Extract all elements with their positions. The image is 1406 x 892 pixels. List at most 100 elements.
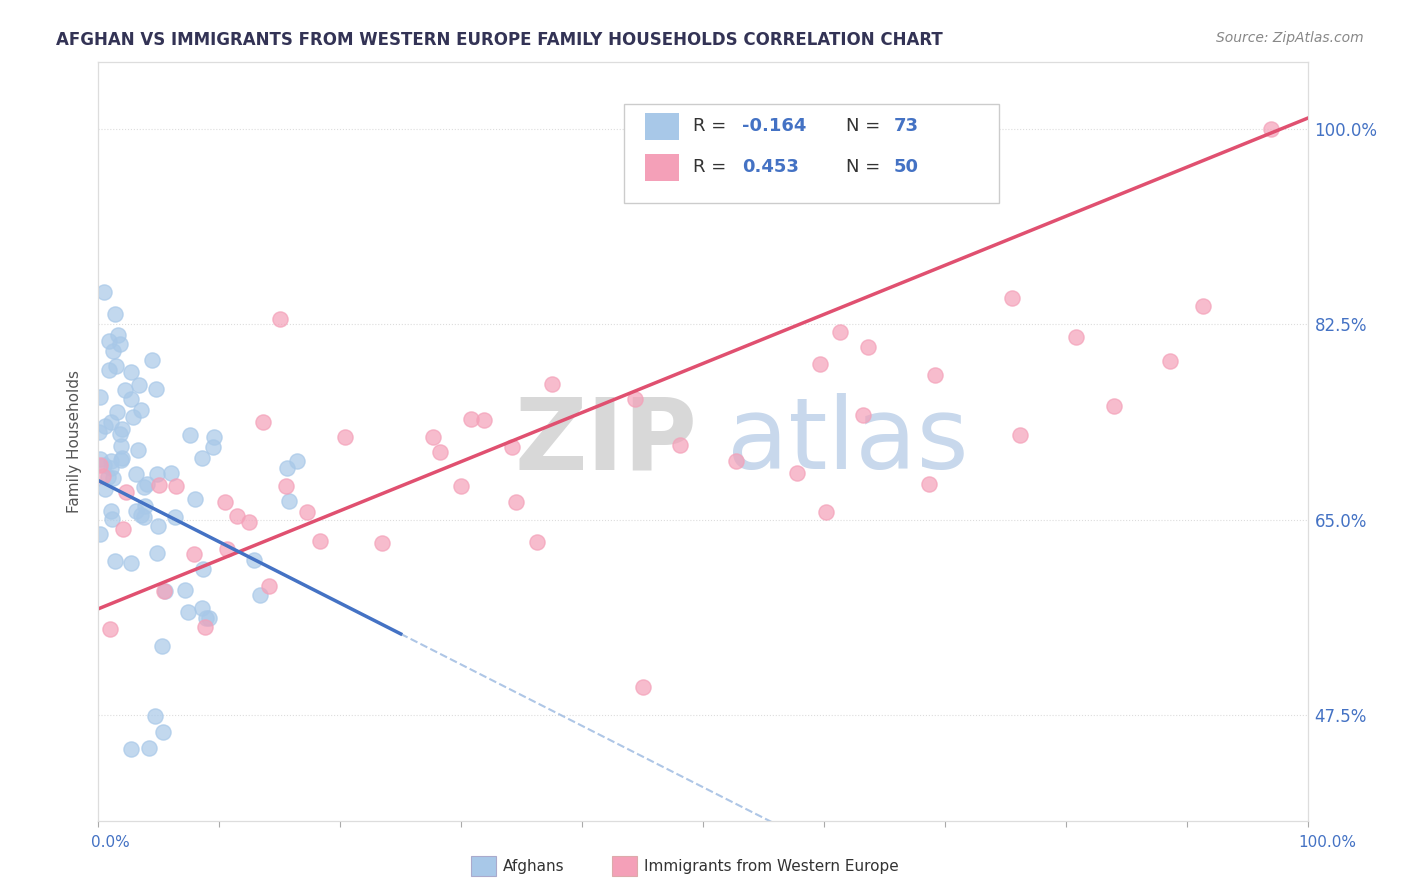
Point — [100, 460, 122, 475]
Point — [100, 415, 122, 429]
Point — [668, 438, 690, 452]
Point — [89, 390, 111, 404]
Point — [276, 479, 298, 493]
Point — [830, 325, 852, 339]
Point — [1260, 122, 1282, 136]
Point — [143, 709, 166, 723]
Point — [107, 328, 129, 343]
Point — [128, 377, 150, 392]
Point — [110, 337, 132, 351]
Point — [153, 584, 176, 599]
Point — [225, 509, 247, 524]
Point — [111, 422, 134, 436]
Point — [214, 495, 236, 509]
Point — [98, 334, 121, 348]
Point — [252, 415, 274, 429]
Point — [89, 458, 111, 472]
Text: AFGHAN VS IMMIGRANTS FROM WESTERN EUROPE FAMILY HOUSEHOLDS CORRELATION CHART: AFGHAN VS IMMIGRANTS FROM WESTERN EUROPE… — [56, 31, 943, 49]
Point — [725, 454, 748, 468]
Point — [202, 430, 225, 444]
Point — [191, 600, 214, 615]
Point — [257, 579, 280, 593]
Point — [198, 611, 221, 625]
Point — [129, 508, 152, 522]
Point — [201, 440, 224, 454]
Point — [541, 377, 564, 392]
Point — [93, 285, 115, 300]
Point — [152, 724, 174, 739]
Point — [150, 639, 173, 653]
Point — [129, 403, 152, 417]
Point — [917, 477, 939, 491]
Bar — [645, 113, 679, 140]
Point — [174, 583, 197, 598]
Point — [165, 479, 187, 493]
Point — [501, 440, 523, 454]
Point — [179, 428, 201, 442]
Point — [1192, 299, 1215, 313]
Text: 73: 73 — [894, 117, 920, 135]
Point — [141, 353, 163, 368]
Point — [89, 526, 111, 541]
Text: 50: 50 — [894, 158, 920, 176]
Point — [98, 623, 121, 637]
Point — [100, 512, 122, 526]
Point — [120, 742, 142, 756]
Point — [163, 509, 186, 524]
Point — [295, 505, 318, 519]
FancyBboxPatch shape — [624, 104, 1000, 202]
Point — [371, 536, 394, 550]
Point — [146, 519, 169, 533]
Point — [101, 471, 124, 485]
Point — [104, 307, 127, 321]
Point — [104, 554, 127, 568]
Point — [814, 505, 837, 519]
Point — [120, 366, 142, 380]
Point — [249, 588, 271, 602]
Point — [111, 522, 134, 536]
Point — [269, 312, 291, 326]
Point — [184, 492, 207, 507]
Point — [215, 541, 238, 556]
Text: Immigrants from Western Europe: Immigrants from Western Europe — [644, 859, 898, 873]
Point — [194, 620, 217, 634]
Point — [1008, 427, 1031, 442]
Point — [100, 454, 122, 468]
Point — [153, 583, 176, 598]
Point — [134, 499, 156, 513]
Text: R =: R = — [693, 117, 733, 135]
Point — [309, 533, 332, 548]
Point — [146, 467, 169, 482]
Point — [132, 480, 155, 494]
Text: 0.0%: 0.0% — [91, 836, 131, 850]
Point — [526, 535, 548, 549]
Point — [93, 458, 115, 472]
Text: Afghans: Afghans — [503, 859, 565, 873]
Point — [243, 553, 266, 567]
Point — [160, 466, 183, 480]
Point — [110, 427, 132, 442]
Point — [114, 485, 136, 500]
Point — [111, 450, 134, 465]
Text: atlas: atlas — [727, 393, 969, 490]
Point — [110, 439, 132, 453]
Point — [125, 504, 148, 518]
Point — [631, 680, 654, 694]
Point — [122, 410, 145, 425]
Text: ZIP: ZIP — [515, 393, 697, 490]
Point — [1159, 354, 1181, 368]
Point — [335, 430, 357, 444]
Y-axis label: Family Households: Family Households — [67, 370, 83, 513]
Point — [786, 466, 808, 480]
Point — [505, 494, 527, 508]
Point — [285, 454, 308, 468]
Point — [120, 392, 142, 406]
Point — [120, 556, 142, 570]
Point — [276, 460, 298, 475]
Text: Source: ZipAtlas.com: Source: ZipAtlas.com — [1216, 31, 1364, 45]
Point — [624, 392, 647, 406]
Text: -0.164: -0.164 — [742, 117, 806, 135]
Point — [148, 478, 170, 492]
Point — [145, 383, 167, 397]
Point — [145, 546, 167, 560]
